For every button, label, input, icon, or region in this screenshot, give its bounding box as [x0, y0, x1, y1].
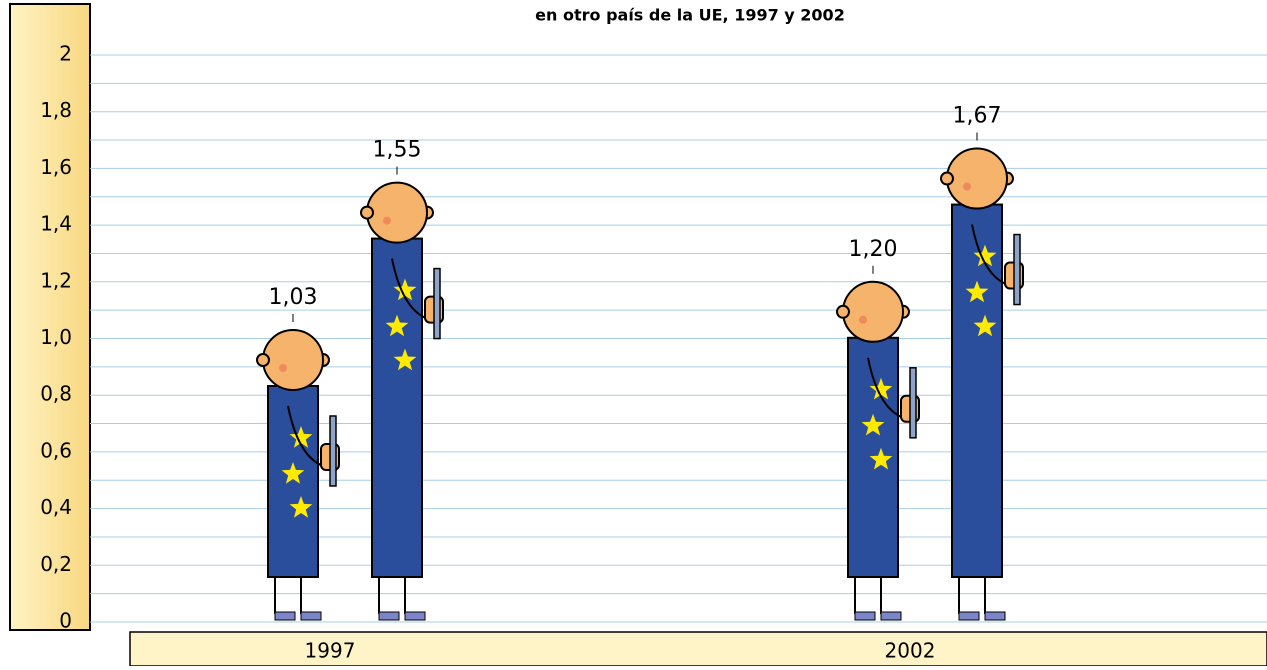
figure: 1,20 [837, 237, 919, 620]
legs [959, 577, 985, 614]
head [843, 282, 903, 342]
y-tick-label: 0,4 [40, 495, 72, 519]
shoe [301, 612, 321, 620]
ear [257, 354, 269, 366]
wrench [910, 368, 916, 438]
head [367, 183, 427, 243]
chart: en otro país de la UE, 1997 y 2002 0 0,2 0… [0, 0, 1267, 666]
ear [941, 173, 953, 185]
x-tick-label: 1997 [305, 639, 356, 663]
legs [275, 577, 301, 614]
cheek [279, 364, 287, 372]
wrench [1014, 235, 1020, 305]
y-tick-label: 1,2 [40, 268, 72, 292]
y-tick-label: 2 [59, 42, 72, 66]
y-tick-label: 0,6 [40, 438, 72, 462]
legs [855, 577, 881, 614]
value-label: 1,55 [373, 138, 422, 163]
figure: 1,03 [257, 285, 339, 620]
shoe [959, 612, 979, 620]
shoe [881, 612, 901, 620]
y-tick-label: 1,8 [40, 98, 72, 122]
value-label: 1,03 [269, 285, 318, 310]
shoe [275, 612, 295, 620]
shoe [855, 612, 875, 620]
shoe [379, 612, 399, 620]
y-tick-label: 0,8 [40, 382, 72, 406]
head [263, 330, 323, 390]
bar [952, 205, 1002, 577]
shoe [405, 612, 425, 620]
value-label: 1,20 [849, 237, 898, 262]
cheek [963, 183, 971, 191]
ear [361, 207, 373, 219]
wrench [434, 269, 440, 339]
y-tick-label: 1,0 [40, 325, 72, 349]
bar [268, 386, 318, 577]
ear [837, 306, 849, 318]
wrench [330, 416, 336, 486]
x-axis-panel [130, 632, 1267, 666]
y-tick-label: 1,6 [40, 155, 72, 179]
value-label: 1,67 [953, 104, 1002, 129]
y-tick-label: 0 [59, 609, 72, 633]
y-tick-label: 0,2 [40, 552, 72, 576]
figure: 1,55 [361, 138, 443, 620]
cheek [383, 217, 391, 225]
shoe [985, 612, 1005, 620]
y-tick-label: 1,4 [40, 212, 72, 236]
x-tick-label: 2002 [885, 639, 936, 663]
figure: 1,67 [941, 104, 1023, 620]
cheek [859, 316, 867, 324]
legs [379, 577, 405, 614]
chart-title: en otro país de la UE, 1997 y 2002 [535, 6, 845, 25]
head [947, 149, 1007, 209]
